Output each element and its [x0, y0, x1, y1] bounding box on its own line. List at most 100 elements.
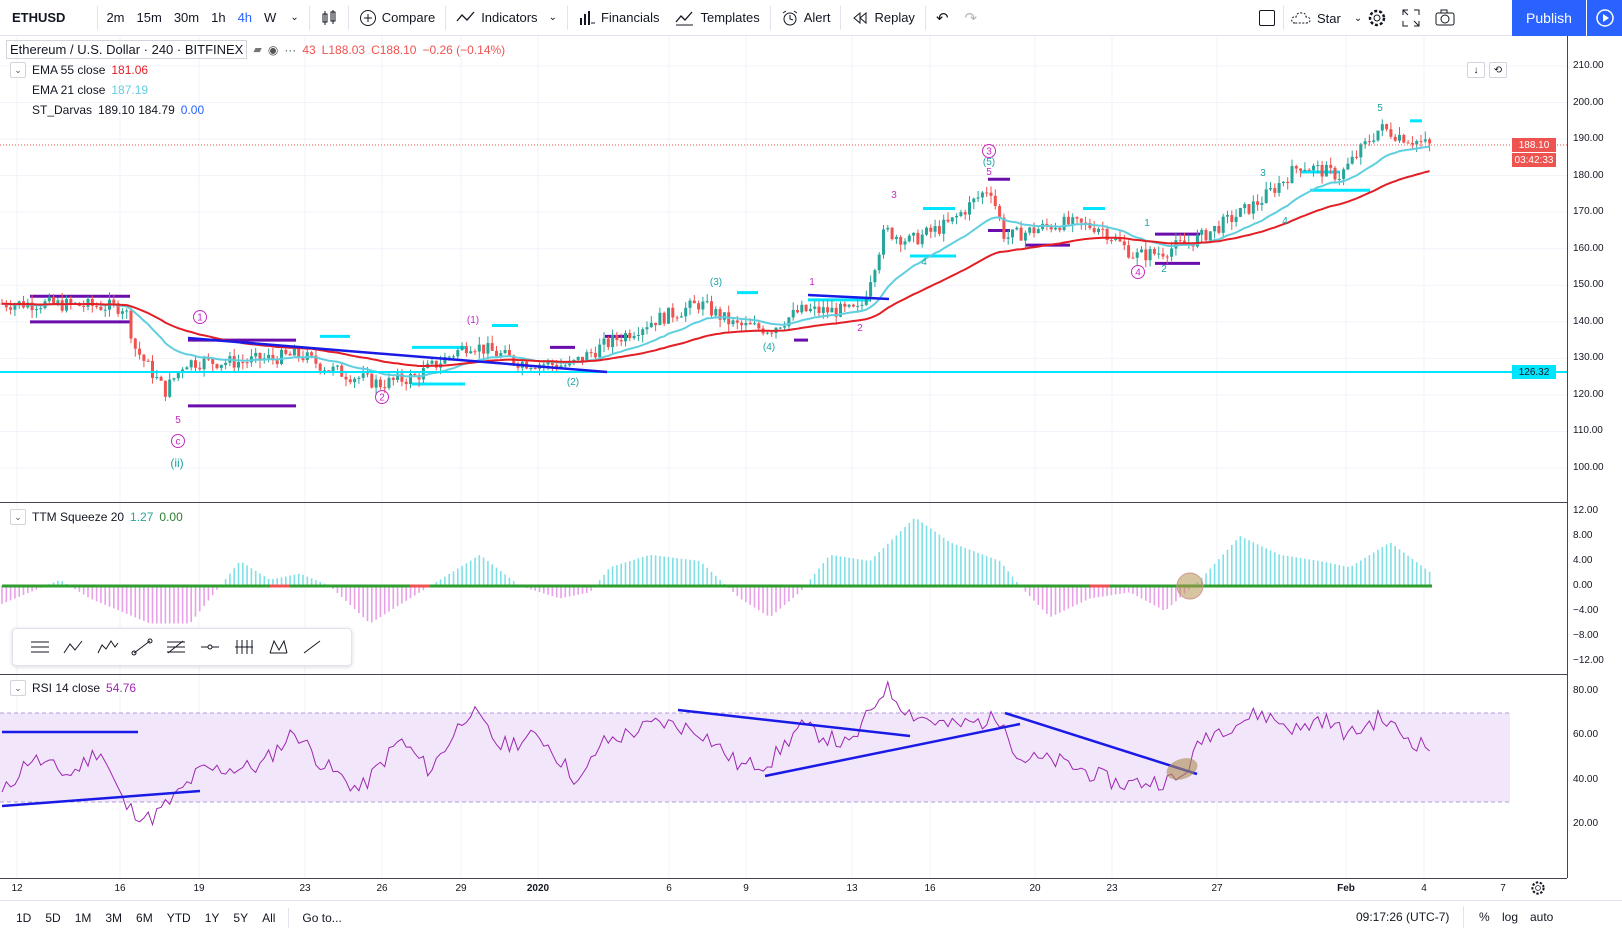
time-axis-label: 16 [114, 883, 126, 894]
layout-selector[interactable]: Star ⌄ [1290, 0, 1362, 36]
interval-4h[interactable]: 4h [237, 10, 253, 25]
candle-body [998, 206, 1002, 218]
candle-body [667, 307, 670, 324]
snapshot-button[interactable] [1434, 8, 1456, 28]
candle-body [748, 322, 752, 325]
range-5y[interactable]: 5Y [233, 910, 249, 925]
range-6m[interactable]: 6M [136, 910, 153, 925]
rsi-legend[interactable]: ⌄ RSI 14 close 54.76 [10, 680, 136, 696]
flag-icon[interactable]: ▰ [253, 44, 262, 56]
candle-body [245, 362, 249, 364]
fullscreen-button[interactable] [1401, 8, 1421, 28]
ema21-legend[interactable]: EMA 21 close 187.19 [32, 83, 148, 97]
chart-type-button[interactable] [312, 0, 346, 36]
candle-body [400, 373, 404, 382]
rsi-highlight-ellipse[interactable] [1164, 754, 1201, 784]
interval-dropdown[interactable]: ⌄ [282, 0, 306, 36]
symbol-search[interactable]: ETHUSD [12, 10, 66, 25]
wave-label-t5: 5 [1377, 103, 1383, 114]
line-tool-button[interactable] [295, 630, 329, 664]
trend-line-button[interactable] [125, 630, 159, 664]
pane-separator[interactable] [0, 674, 1567, 675]
percent-toggle[interactable]: % [1479, 910, 1490, 924]
collapse-toggle[interactable]: ⌄ [10, 509, 26, 525]
eye-icon[interactable]: ◉ [267, 42, 279, 57]
xabcd-pattern-button[interactable] [261, 630, 295, 664]
more-icon[interactable]: ··· [284, 42, 297, 57]
impulse-wave-button[interactable] [91, 630, 125, 664]
ohlc-tail: 43 [302, 42, 316, 57]
reset-button[interactable]: ⟲ [1489, 62, 1507, 78]
interval-2m[interactable]: 2m [106, 10, 125, 25]
play-button[interactable] [1586, 0, 1622, 36]
candle-body [624, 333, 627, 342]
darvas-legend[interactable]: ST_Darvas 189.10 184.79 0.00 [32, 103, 204, 117]
candle-body [1221, 216, 1225, 233]
candle-body [1131, 257, 1135, 259]
ema55-value: 181.06 [111, 63, 149, 77]
candle-body [1251, 201, 1255, 214]
divider [1283, 6, 1284, 30]
range-3m[interactable]: 3M [105, 910, 123, 925]
elliott-wave-labels[interactable]: 1 2 3 4 c 5 (ii) (1) (2) (3) (4) (5) 1 2 3 4 5 1 2 3 4 5 [170, 103, 1383, 470]
collapse-toggle[interactable]: ⌄ [10, 62, 26, 78]
settings-button[interactable] [1367, 8, 1387, 28]
range-1y[interactable]: 1Y [204, 910, 220, 925]
rsi-trend-lines[interactable] [1, 708, 1198, 808]
candle-body [572, 359, 576, 362]
ttm-highlight-circle[interactable] [1176, 572, 1204, 600]
interval-1h[interactable]: 1h [211, 10, 226, 25]
ema55-legend[interactable]: ⌄ EMA 55 close 181.06 [10, 62, 148, 78]
fib-button[interactable] [159, 630, 193, 664]
goto-button[interactable]: Go to... [302, 910, 342, 925]
symbol-title[interactable]: Ethereum / U.S. Dollar · 240 · BITFINEX [6, 40, 248, 59]
fixed-range-button[interactable] [227, 630, 261, 664]
pane-separator[interactable] [0, 502, 1567, 503]
range-1m[interactable]: 1M [74, 910, 92, 925]
trend-lines[interactable] [187, 293, 890, 374]
time-axis[interactable] [0, 878, 1567, 900]
abc-pattern-button[interactable] [57, 630, 91, 664]
log-toggle[interactable]: log [1502, 910, 1519, 924]
templates-button[interactable]: Templates [667, 0, 767, 36]
chart-canvas[interactable]: 1 2 3 4 c 5 (ii) (1) (2) (3) (4) (5) 1 2 3 4 5 1 2 3 4 5 [0, 36, 1567, 878]
undo-button[interactable]: ↶ [928, 0, 957, 36]
alert-button[interactable]: Alert [773, 0, 839, 36]
financials-button[interactable]: Financials [570, 0, 668, 36]
ttm-axis-label: −12.00 [1573, 655, 1604, 666]
range-ytd[interactable]: YTD [166, 910, 191, 925]
candle-body [1290, 166, 1294, 184]
price-axis[interactable] [1567, 36, 1622, 878]
text-tool-button[interactable] [23, 630, 57, 664]
range-1d[interactable]: 1D [16, 910, 32, 925]
publish-button[interactable]: Publish [1512, 0, 1586, 36]
wave-circle-4-circle [1131, 265, 1145, 279]
indicators-button[interactable]: Indicators ⌄ [448, 0, 565, 36]
candle-body [641, 329, 645, 336]
interval-15m[interactable]: 15m [136, 10, 162, 25]
axis-settings-button[interactable] [1530, 880, 1548, 898]
ttm-legend[interactable]: ⌄ TTM Squeeze 20 1.27 0.00 [10, 509, 183, 525]
wave-circle-c-circle [171, 434, 185, 448]
redo-button[interactable]: ↷ [957, 0, 986, 36]
scroll-to-end-button[interactable]: ↓ [1467, 62, 1485, 78]
replay-button[interactable]: Replay [843, 0, 922, 36]
candle-body [796, 310, 799, 313]
range-all[interactable]: All [262, 910, 276, 925]
rectangle-tool-button[interactable] [1256, 8, 1278, 28]
candle-body [589, 352, 593, 354]
ttm-axis-label: 0.00 [1573, 580, 1593, 591]
clock[interactable]: 09:17:26 (UTC-7) [1356, 910, 1450, 924]
auto-toggle[interactable]: auto [1530, 910, 1554, 924]
candle-body [1226, 215, 1229, 217]
drawing-toolbar[interactable] [12, 628, 352, 666]
interval-30m[interactable]: 30m [173, 10, 200, 25]
wave-circle-2: 2 [379, 393, 385, 404]
compare-button[interactable]: Compare [351, 0, 443, 36]
gear-icon [1531, 881, 1545, 895]
horizontal-ray-button[interactable] [193, 630, 227, 664]
collapse-toggle[interactable]: ⌄ [10, 680, 26, 696]
interval-w[interactable]: W [264, 10, 277, 25]
time-axis-label: 2020 [526, 883, 550, 894]
range-5d[interactable]: 5D [45, 910, 61, 925]
